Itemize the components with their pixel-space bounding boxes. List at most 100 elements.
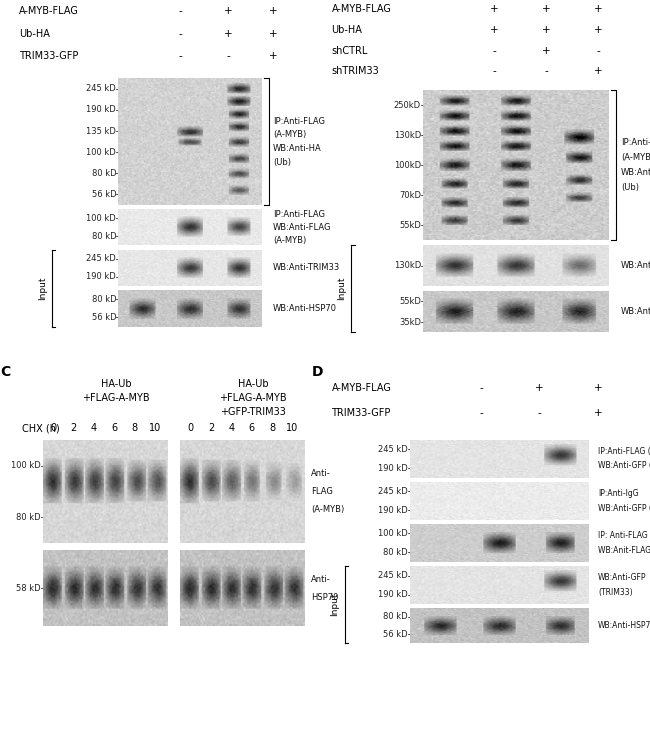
- Text: WB:Anti-GFP (TRIM33): WB:Anti-GFP (TRIM33): [598, 504, 650, 513]
- Text: (Ub): (Ub): [273, 158, 291, 166]
- Text: 100 kD: 100 kD: [11, 461, 41, 470]
- Text: -: -: [179, 7, 182, 16]
- Text: +: +: [269, 29, 278, 39]
- Text: +: +: [593, 66, 603, 77]
- Text: (TRIM33): (TRIM33): [598, 588, 632, 597]
- Text: 100 kD: 100 kD: [86, 214, 116, 223]
- Text: 80 kD: 80 kD: [384, 612, 408, 621]
- Text: A-MYB-FLAG: A-MYB-FLAG: [332, 4, 391, 14]
- Text: WB:Anti-Trim33: WB:Anti-Trim33: [621, 261, 650, 270]
- Text: 130kD: 130kD: [394, 131, 421, 140]
- Text: Anti-: Anti-: [311, 469, 331, 478]
- Text: -: -: [544, 66, 548, 77]
- Text: 55kD: 55kD: [399, 297, 421, 306]
- Text: 58 kD: 58 kD: [16, 584, 41, 593]
- Text: (A-MYB): (A-MYB): [273, 236, 306, 245]
- Text: 70kD: 70kD: [399, 190, 421, 200]
- Text: 10: 10: [149, 424, 161, 433]
- Text: 190 kD: 190 kD: [378, 590, 408, 599]
- Text: IP:Anti-IgG: IP:Anti-IgG: [598, 489, 638, 498]
- Text: 10: 10: [286, 424, 298, 433]
- Text: WB:Anti-TRIM33: WB:Anti-TRIM33: [273, 264, 341, 273]
- Text: TRIM33-GFP: TRIM33-GFP: [332, 408, 391, 418]
- Text: shTRIM33: shTRIM33: [332, 66, 379, 77]
- Text: +: +: [593, 383, 603, 393]
- Text: WB:Anit-FLAG (A-MYB): WB:Anit-FLAG (A-MYB): [598, 545, 650, 555]
- Text: Input: Input: [38, 276, 47, 300]
- Text: IP:Anti-FLAG: IP:Anti-FLAG: [273, 210, 325, 219]
- Text: 100 kD: 100 kD: [86, 148, 116, 157]
- Text: 80 kD: 80 kD: [92, 169, 116, 178]
- Text: 6: 6: [248, 424, 255, 433]
- Text: 8: 8: [269, 424, 275, 433]
- Text: 190 kD: 190 kD: [86, 273, 116, 282]
- Text: HA-Ub: HA-Ub: [101, 380, 131, 389]
- Text: IP:Anti-FLAG (A-MYB): IP:Anti-FLAG (A-MYB): [598, 447, 650, 456]
- Text: WB:Anti-HSP70: WB:Anti-HSP70: [598, 621, 650, 630]
- Text: 0: 0: [51, 424, 57, 433]
- Text: WB:Anti-HA: WB:Anti-HA: [273, 144, 322, 153]
- Text: C: C: [1, 366, 11, 379]
- Text: Ub-HA: Ub-HA: [19, 29, 50, 39]
- Text: WB:Anti-GFP (TRIM33): WB:Anti-GFP (TRIM33): [598, 461, 650, 470]
- Text: WB:Anti-HA: WB:Anti-HA: [621, 168, 650, 177]
- Text: Input: Input: [331, 593, 339, 616]
- Text: IP:Anti-FLAG: IP:Anti-FLAG: [621, 138, 650, 147]
- Text: +: +: [541, 45, 551, 56]
- Text: IP: Anti-FLAG (A-MYB): IP: Anti-FLAG (A-MYB): [598, 531, 650, 540]
- Text: +: +: [535, 383, 544, 393]
- Text: 80 kD: 80 kD: [92, 232, 116, 241]
- Text: shCTRL: shCTRL: [332, 45, 368, 56]
- Text: 55kD: 55kD: [399, 221, 421, 230]
- Text: WB:Anti-HSP70: WB:Anti-HSP70: [273, 304, 337, 313]
- Text: Input: Input: [337, 277, 346, 300]
- Text: (A-MYB): (A-MYB): [621, 153, 650, 162]
- Text: A-MYB-FLAG: A-MYB-FLAG: [19, 7, 79, 16]
- Text: FLAG: FLAG: [311, 487, 333, 496]
- Text: +FLAG-A-MYB: +FLAG-A-MYB: [220, 393, 287, 403]
- Text: +: +: [269, 7, 278, 16]
- Text: -: -: [479, 383, 483, 393]
- Text: 135 kD: 135 kD: [86, 126, 116, 135]
- Text: A-MYB-FLAG: A-MYB-FLAG: [332, 383, 391, 393]
- Text: +: +: [593, 408, 603, 418]
- Text: +: +: [224, 7, 233, 16]
- Text: 80 kD: 80 kD: [384, 548, 408, 557]
- Text: 250kD: 250kD: [394, 100, 421, 109]
- Text: 190 kD: 190 kD: [86, 106, 116, 114]
- Text: +: +: [541, 4, 551, 14]
- Text: 245 kD: 245 kD: [378, 487, 408, 496]
- Text: (A-MYB): (A-MYB): [311, 505, 344, 514]
- Text: 100 kD: 100 kD: [378, 529, 408, 538]
- Text: +GFP-TRIM33: +GFP-TRIM33: [220, 407, 286, 417]
- Text: TRIM33-GFP: TRIM33-GFP: [19, 51, 79, 61]
- Text: +: +: [224, 29, 233, 39]
- Text: 56 kD: 56 kD: [92, 313, 116, 322]
- Text: A: A: [1, 0, 12, 2]
- Text: -: -: [479, 408, 483, 418]
- Text: 4: 4: [91, 424, 98, 433]
- Text: 190 kD: 190 kD: [378, 464, 408, 473]
- Text: (Ub): (Ub): [621, 183, 639, 192]
- Text: IP:Anti-FLAG: IP:Anti-FLAG: [273, 117, 325, 126]
- Text: -: -: [492, 45, 496, 56]
- Text: -: -: [179, 29, 182, 39]
- Text: 8: 8: [131, 424, 138, 433]
- Text: -: -: [538, 408, 541, 418]
- Text: -: -: [226, 51, 230, 61]
- Text: 4: 4: [228, 424, 235, 433]
- Text: 80 kD: 80 kD: [16, 513, 41, 522]
- Text: +FLAG-A-MYB: +FLAG-A-MYB: [82, 393, 150, 403]
- Text: D: D: [312, 366, 324, 379]
- Text: 245 kD: 245 kD: [378, 571, 408, 580]
- Text: +: +: [489, 25, 499, 35]
- Text: -: -: [596, 45, 600, 56]
- Text: WB:Anti-GFP: WB:Anti-GFP: [598, 574, 647, 583]
- Text: 56 kD: 56 kD: [384, 629, 408, 639]
- Text: (A-MYB): (A-MYB): [273, 130, 306, 139]
- Text: 35kD: 35kD: [399, 317, 421, 327]
- Text: +: +: [489, 4, 499, 14]
- Text: 2: 2: [71, 424, 77, 433]
- Text: HA-Ub: HA-Ub: [238, 380, 268, 389]
- Text: +: +: [593, 25, 603, 35]
